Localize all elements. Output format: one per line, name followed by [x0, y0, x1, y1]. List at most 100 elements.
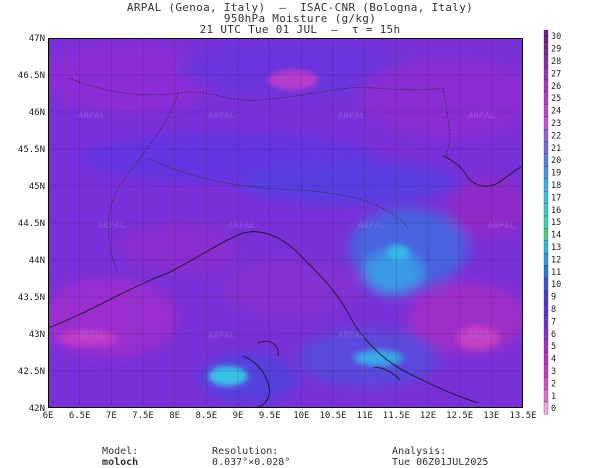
- latitude-label: 45N: [29, 182, 45, 192]
- colorbar-tick: 17: [551, 193, 561, 203]
- moisture-map: ARPAL ARPAL ARPAL ARPAL ARPAL ARPAL ARPA…: [48, 38, 523, 408]
- footer-resolution: Resolution: 0.037°×0.028°: [200, 435, 290, 468]
- colorbar-tick: 1: [551, 392, 556, 402]
- watermark-text: ARPAL: [468, 331, 496, 341]
- colorbar-swatch: [543, 42, 549, 55]
- colorbar-tick: 10: [551, 280, 561, 290]
- latitude-label: 43N: [29, 330, 45, 340]
- colorbar-swatch: [543, 240, 549, 254]
- resolution-label: Resolution:: [212, 446, 279, 457]
- resolution-value: 0.037°×0.028°: [212, 457, 291, 468]
- colorbar-swatch: [543, 191, 549, 204]
- colorbar-swatches: [543, 29, 549, 415]
- colorbar-tick: 30: [551, 32, 561, 42]
- watermark-text: ARPAL: [488, 221, 516, 231]
- colorbar-tick: 24: [551, 107, 561, 117]
- colorbar-tick: 4: [551, 355, 556, 365]
- colorbar-swatch: [543, 54, 549, 68]
- watermark-text: ARPAL: [78, 331, 106, 341]
- colorbar-swatch: [543, 253, 549, 266]
- colorbar-swatch: [543, 302, 549, 316]
- colorbar-swatch: [543, 265, 549, 279]
- longitude-label: 11.5E: [383, 411, 410, 421]
- model-value: moloch: [102, 457, 139, 468]
- colorbar-swatch: [543, 215, 549, 229]
- colorbar-swatch: [543, 141, 549, 155]
- title-line-1: ARPAL (Genoa, Italy) – ISAC-CNR (Bologna…: [126, 1, 474, 14]
- colorbar-tick: 26: [551, 82, 561, 92]
- colorbar-swatch: [543, 228, 549, 241]
- longitude-label: 8.5E: [195, 411, 217, 421]
- latitude-label: 42.5N: [18, 367, 45, 377]
- colorbar-swatch: [543, 277, 549, 291]
- colorbar-tick: 14: [551, 231, 561, 241]
- colorbar-swatch: [543, 327, 549, 341]
- colorbar-tick: 0: [551, 404, 556, 414]
- longitude-label: 9E: [233, 411, 244, 421]
- colorbar-tick: 29: [551, 45, 561, 55]
- watermark-text: ARPAL: [208, 111, 236, 121]
- latitude-label: 45.5N: [18, 145, 45, 155]
- colorbar-tick: 27: [551, 69, 561, 79]
- colorbar-swatch: [543, 290, 549, 303]
- colorbar-tick: 22: [551, 131, 561, 141]
- longitude-label: 8E: [169, 411, 180, 421]
- colorbar-tick: 11: [551, 268, 561, 278]
- watermark-text: ARPAL: [468, 111, 496, 121]
- map-border: [48, 38, 523, 408]
- colorbar-swatch: [543, 79, 549, 93]
- colorbar-tick: 16: [551, 206, 561, 216]
- longitude-label: 11E: [357, 411, 373, 421]
- colorbar-swatch: [543, 178, 549, 192]
- longitude-label: 13E: [483, 411, 499, 421]
- title-line-2: 950hPa Moisture (g/kg): [223, 12, 377, 25]
- longitude-label: 10E: [293, 411, 309, 421]
- colorbar-tick: 15: [551, 218, 561, 228]
- watermark-text: ARPAL: [338, 111, 366, 121]
- latitude-label: 46.5N: [18, 71, 45, 81]
- colorbar-tick: 9: [551, 293, 556, 303]
- colorbar-swatch: [543, 116, 549, 130]
- watermark-text: ARPAL: [78, 111, 106, 121]
- longitude-label: 10.5E: [319, 411, 346, 421]
- colorbar-swatch: [543, 166, 549, 179]
- colorbar-tick: 6: [551, 330, 556, 340]
- colorbar-swatch: [543, 352, 549, 365]
- colorbar-swatch: [543, 153, 549, 167]
- colorbar-tick: 13: [551, 243, 561, 253]
- longitude-label: 12E: [420, 411, 436, 421]
- latitude-label: 43.5N: [18, 293, 45, 303]
- colorbar-tick: 19: [551, 169, 561, 179]
- colorbar-tick: 5: [551, 342, 556, 352]
- colorbar-tick: 21: [551, 144, 561, 154]
- colorbar-tick: 23: [551, 119, 561, 129]
- graticule: [48, 38, 523, 408]
- watermark-text: ARPAL: [338, 331, 366, 341]
- colorbar-swatch: [543, 389, 549, 403]
- longitude-label: 7.5E: [132, 411, 154, 421]
- colorbar-tick: 20: [551, 156, 561, 166]
- colorbar-tick: 18: [551, 181, 561, 191]
- watermark-text: ARPAL: [228, 221, 256, 231]
- watermarks: ARPAL ARPAL ARPAL ARPAL ARPAL ARPAL ARPA…: [78, 111, 516, 341]
- footer-model: Model: moloch: [90, 435, 138, 468]
- latitude-label: 46N: [29, 108, 45, 118]
- latitude-labels: 47N46.5N46N45.5N45N44.5N44N43.5N43N42.5N…: [18, 34, 45, 414]
- analysis-value: Tue 06Z01JUL2025: [392, 457, 489, 468]
- colorbar-tick: 3: [551, 367, 556, 377]
- watermark-text: ARPAL: [358, 221, 386, 231]
- longitude-label: 6E: [43, 411, 54, 421]
- latitude-label: 44N: [29, 256, 45, 266]
- longitude-label: 6.5E: [69, 411, 91, 421]
- colorbar-ticks: 3029282726252423222120191817161514131211…: [551, 32, 561, 414]
- colorbar-swatch: [543, 203, 549, 217]
- analysis-label: Analysis:: [392, 446, 447, 457]
- colorbar-swatch: [543, 29, 549, 43]
- colorbar-swatch: [543, 364, 549, 378]
- colorbar-swatch: [543, 129, 549, 142]
- colorbar-swatch: [543, 67, 549, 80]
- longitude-label: 12.5E: [446, 411, 473, 421]
- colorbar: 3029282726252423222120191817161514131211…: [543, 29, 561, 415]
- latitude-label: 42N: [29, 404, 45, 414]
- colorbar-tick: 7: [551, 317, 556, 327]
